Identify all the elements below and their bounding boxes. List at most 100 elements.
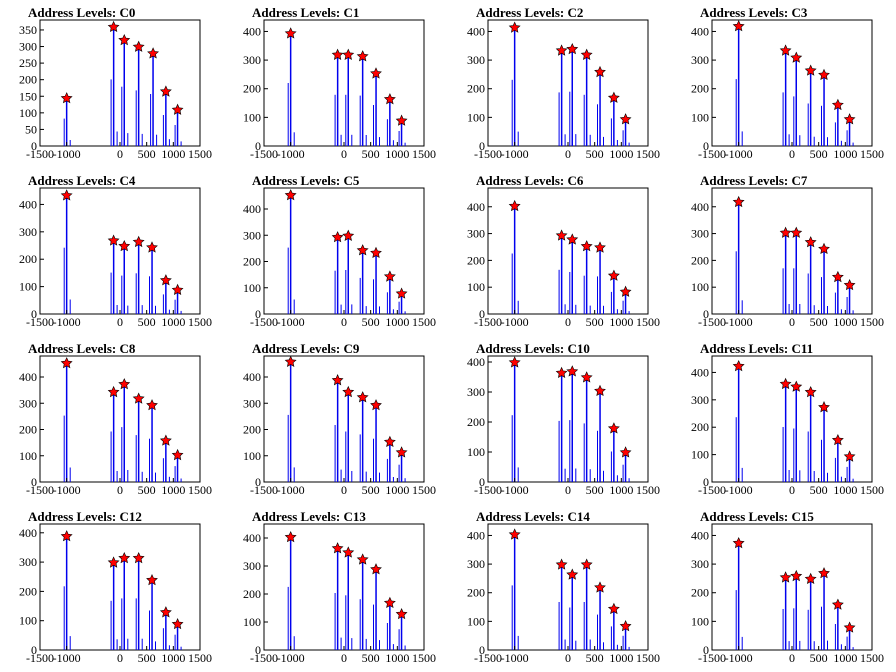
peak-marker	[619, 446, 632, 458]
histogram-bar	[589, 639, 591, 650]
histogram-bar	[809, 577, 812, 650]
histogram-bar	[347, 550, 349, 650]
histogram-bar	[404, 311, 406, 314]
peak-marker	[790, 226, 803, 238]
y-tick-label: 100	[243, 449, 261, 463]
histogram-bar	[151, 245, 153, 314]
y-tick-label: 300	[467, 53, 485, 67]
histogram-bar	[628, 142, 630, 146]
y-tick-label: 200	[19, 73, 37, 87]
histogram-bar	[293, 299, 295, 314]
histogram-bar	[180, 141, 182, 146]
histogram-bar	[386, 119, 388, 146]
histogram-bar	[807, 103, 809, 146]
peak-marker	[132, 235, 145, 248]
histogram-bar	[511, 415, 513, 482]
histogram-bar	[151, 578, 153, 650]
chart-title: Address Levels: C9	[252, 341, 360, 356]
histogram-bar	[784, 575, 787, 650]
peak-marker	[594, 581, 606, 593]
x-tick-label: 1000	[609, 651, 633, 665]
x-tick-label: -1000	[53, 483, 81, 497]
histogram-bar	[69, 299, 71, 314]
peak-marker	[566, 568, 579, 580]
x-tick-label: 500	[810, 315, 828, 329]
y-tick-label: 400	[243, 370, 261, 384]
histogram-bar	[289, 535, 292, 650]
y-tick-label: 0	[31, 475, 37, 489]
x-tick-label: -1500	[250, 147, 278, 161]
y-tick-label: 250	[19, 56, 37, 70]
histogram-bar	[517, 635, 519, 650]
y-tick-label: 100	[19, 449, 37, 463]
histogram-svg: Address Levels: C2 0 100 200 300 400 -1500-100…	[467, 5, 660, 161]
peak-marker	[818, 242, 830, 254]
histogram-bar	[807, 273, 809, 314]
y-tick-label: 200	[243, 82, 261, 96]
histogram-bar	[564, 639, 566, 650]
histogram-bar	[287, 414, 289, 482]
chart-title: Address Levels: C2	[476, 5, 583, 20]
histogram-bar	[365, 135, 367, 146]
histogram-bar	[379, 306, 380, 314]
x-tick-label: 0	[117, 147, 123, 161]
y-tick-label: 200	[19, 584, 37, 598]
y-tick-label: 200	[19, 423, 37, 437]
histogram-bar	[398, 464, 400, 482]
histogram-bar	[392, 644, 394, 650]
histogram-bar	[585, 52, 588, 146]
histogram-bar	[560, 48, 563, 146]
peak-marker	[779, 377, 792, 390]
histogram-bar	[846, 130, 848, 147]
x-tick-label: -1500	[698, 315, 726, 329]
histogram-bar	[123, 556, 125, 650]
histogram-bar	[613, 607, 615, 650]
peak-marker	[580, 558, 593, 570]
histogram-bar	[603, 642, 604, 650]
histogram-bar	[345, 94, 347, 146]
histogram-panel: Address Levels: C13 0 100 200 300 400 -1500 -10…	[224, 504, 448, 672]
histogram-bar	[852, 142, 854, 146]
histogram-bar	[741, 300, 743, 314]
y-tick-label: 0	[479, 643, 485, 657]
histogram-bar	[599, 585, 601, 650]
histogram-bar	[110, 272, 112, 314]
x-tick-label: 1000	[609, 483, 633, 497]
y-tick-label: 0	[479, 475, 485, 489]
histogram-bar	[287, 247, 289, 314]
histogram-panel: Address Levels: C15 0 100 200 300 400 -1500 -10…	[672, 504, 896, 672]
y-tick-label: 300	[19, 555, 37, 569]
y-tick-label: 200	[243, 423, 261, 437]
x-tick-label: 1500	[188, 483, 212, 497]
x-tick-label: -1500	[698, 651, 726, 665]
histogram-panel: Address Levels: C7 0 100 200 300 400 -1500 -100…	[672, 168, 896, 336]
histogram-bar	[799, 304, 801, 314]
x-tick-label: 1000	[609, 315, 633, 329]
y-tick-label: 200	[691, 420, 709, 434]
histogram-bar	[137, 44, 140, 146]
y-tick-label: 0	[31, 643, 37, 657]
histogram-bar	[837, 103, 839, 146]
histogram-bar	[180, 478, 182, 482]
peak-marker	[356, 553, 369, 565]
histogram-bar	[165, 610, 167, 650]
x-tick-label: 0	[341, 651, 347, 665]
histogram-bar	[589, 469, 591, 482]
histogram-svg: Address Levels: C11 0 100 200 300 400 -1500-10…	[691, 341, 884, 497]
histogram-bar	[174, 634, 176, 650]
histogram-bar	[827, 137, 828, 146]
histogram-bar	[569, 420, 571, 482]
x-tick-label: -1500	[26, 651, 54, 665]
x-tick-label: 1500	[412, 651, 436, 665]
histogram-bar	[398, 131, 400, 146]
peak-marker	[779, 44, 792, 56]
histogram-bar	[589, 305, 591, 314]
y-tick-label: 200	[467, 82, 485, 96]
histogram-bar	[846, 297, 848, 314]
histogram-bar	[558, 602, 560, 650]
peak-marker	[594, 241, 606, 253]
peak-marker	[60, 357, 73, 369]
histogram-bar	[340, 134, 342, 146]
histogram-bar	[813, 136, 815, 146]
histogram-bar	[65, 361, 68, 483]
